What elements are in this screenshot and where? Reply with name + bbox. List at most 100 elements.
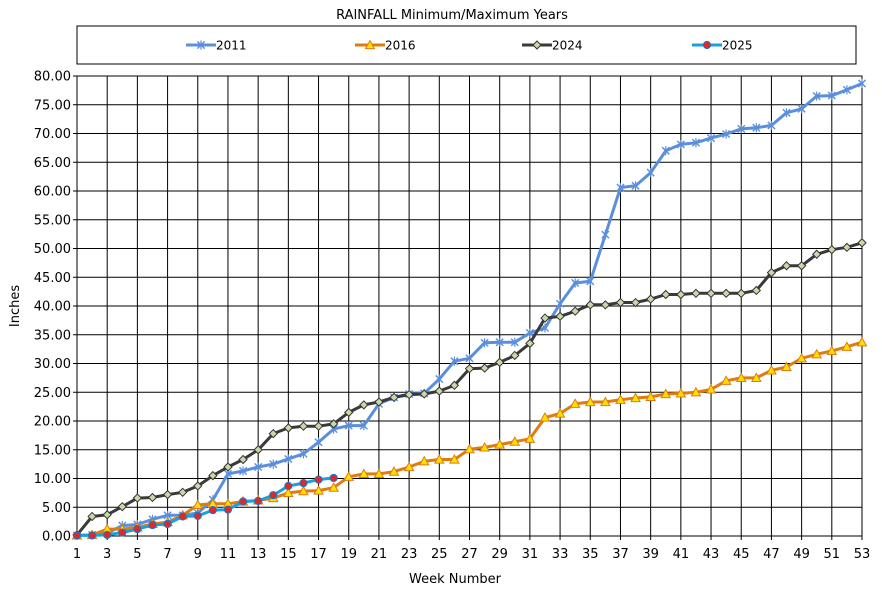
x-axis: 1 3 5 7 9 11 13 15 17 19 21 23 25 27 29 31 33 35 37 39 41 43 4… (73, 536, 870, 562)
data-point-2016 (509, 436, 521, 446)
data-point-2016 (750, 372, 762, 382)
x-tick-label: 3 (103, 547, 111, 562)
y-tick-label: 5.00 (42, 501, 71, 516)
data-point-2011 (722, 129, 731, 139)
legend-swatch-marker (532, 40, 542, 50)
data-point-2016 (630, 392, 641, 403)
data-point-2016 (373, 468, 385, 478)
data-point-2025 (148, 520, 157, 530)
y-tick-label: 80.00 (34, 70, 71, 85)
data-point-2024 (177, 487, 188, 498)
data-point-2024 (374, 397, 384, 407)
data-point-2011 (827, 90, 836, 101)
y-tick-label: 75.00 (34, 98, 71, 113)
data-point-2016 (811, 348, 823, 359)
x-tick-label: 19 (340, 547, 357, 562)
x-tick-label: 25 (431, 547, 448, 562)
data-point-2011 (631, 181, 640, 191)
x-tick-label: 49 (793, 547, 810, 562)
legend-label: 2011 (216, 39, 247, 53)
data-point-2011 (525, 328, 534, 338)
data-point-2016 (554, 407, 566, 418)
data-point-2024 (162, 489, 173, 500)
data-point-2024 (268, 428, 278, 439)
x-axis-label: Week Number (409, 572, 502, 587)
data-point-2016 (660, 388, 672, 399)
data-point-2011 (269, 459, 278, 469)
data-point-2011 (344, 421, 353, 431)
data-point-2024 (479, 363, 490, 373)
data-point-2016 (796, 352, 807, 363)
data-point-2011 (616, 182, 625, 193)
data-point-2011 (495, 337, 504, 347)
y-tick-label: 45.00 (34, 271, 71, 286)
data-point-2024 (600, 300, 611, 310)
x-tick-label: 7 (163, 547, 171, 562)
data-point-2011 (857, 78, 867, 89)
data-point-2025 (72, 531, 82, 540)
data-point-2024 (510, 350, 520, 361)
data-point-2016 (479, 441, 490, 452)
legend-swatch-marker (196, 40, 206, 50)
data-point-2025 (208, 506, 217, 515)
data-point-2024 (494, 357, 505, 368)
x-tick-label: 21 (371, 547, 388, 562)
data-point-2025 (163, 519, 172, 529)
x-tick-label: 45 (733, 547, 750, 562)
x-tick-label: 37 (612, 547, 629, 562)
data-point-2024 (87, 511, 97, 522)
x-tick-label: 31 (522, 547, 539, 562)
data-point-2024 (751, 285, 762, 296)
data-point-2011 (706, 133, 716, 143)
x-tick-label: 11 (220, 547, 237, 562)
data-point-2016 (841, 341, 853, 351)
data-point-2016 (720, 375, 732, 385)
data-point-2024 (359, 400, 369, 410)
data-point-2024 (691, 288, 701, 299)
data-point-2016 (645, 391, 657, 401)
y-axis: 0.00 5.00 10.00 15.00 20.00 25.00 30.00 35.00 40… (34, 70, 77, 545)
data-point-2011 (676, 139, 685, 150)
data-point-2016 (539, 412, 551, 422)
data-point-2011 (254, 462, 263, 472)
data-point-2024 (585, 300, 595, 310)
data-point-2016 (449, 453, 460, 464)
data-point-2024 (827, 244, 837, 255)
data-point-2024 (630, 297, 641, 308)
data-point-2016 (192, 499, 204, 510)
data-point-2025 (103, 530, 112, 539)
y-tick-label: 25.00 (34, 386, 71, 401)
data-point-2024 (766, 267, 777, 278)
data-point-2011 (737, 124, 746, 134)
data-point-2011 (812, 91, 821, 101)
x-tick-label: 35 (582, 547, 599, 562)
data-point-2025 (329, 473, 338, 483)
x-tick-label: 27 (461, 547, 478, 562)
y-tick-label: 55.00 (34, 213, 71, 228)
series-2024 (72, 238, 867, 540)
data-point-2016 (388, 466, 400, 476)
data-point-2024 (328, 419, 339, 429)
data-point-2016 (403, 461, 415, 472)
data-point-2011 (465, 353, 474, 363)
x-tick-label: 17 (310, 547, 327, 562)
x-tick-label: 47 (763, 547, 780, 562)
y-tick-label: 30.00 (34, 357, 71, 372)
data-point-2016 (433, 453, 445, 464)
data-point-2016 (328, 482, 339, 492)
y-tick-label: 40.00 (34, 300, 71, 315)
series-layer (71, 78, 868, 541)
data-point-2011 (752, 123, 761, 133)
series-2025 (72, 473, 338, 540)
data-point-2016 (524, 433, 536, 443)
legend: 2011 2016 2024 2025 (76, 25, 857, 65)
data-point-2024 (102, 510, 112, 520)
legend-item-2024: 2024 (522, 39, 583, 53)
y-tick-label: 15.00 (34, 443, 71, 458)
data-point-2011 (797, 104, 806, 114)
data-point-2024 (555, 311, 565, 322)
data-point-2024 (676, 289, 686, 300)
data-point-2011 (540, 323, 550, 333)
data-point-2011 (299, 449, 308, 459)
